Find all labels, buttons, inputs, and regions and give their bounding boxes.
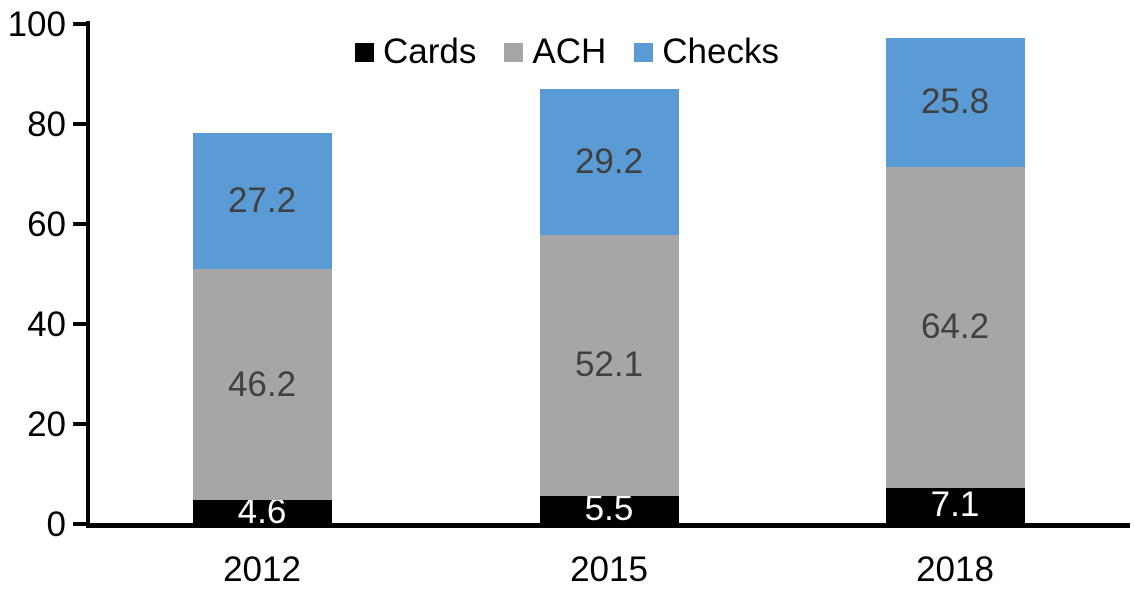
legend-swatch-cards-icon	[355, 42, 374, 62]
bar-segment-checks-2012: 27.2	[192, 133, 332, 269]
y-axis-tick	[73, 222, 86, 226]
x-axis-label-2012: 2012	[223, 550, 301, 589]
bar-label-ach-2015: 52.1	[574, 345, 644, 385]
y-axis-tick-label: 20	[27, 405, 66, 444]
bar-segment-checks-2018: 25.8	[885, 37, 1025, 167]
legend-swatch-checks-icon	[634, 42, 654, 62]
y-axis-tick	[73, 22, 86, 26]
bar-segment-ach-2012: 46.2	[192, 269, 332, 500]
bar-segment-cards-2012: 4.6	[192, 492, 332, 531]
bar-label-cards-2015: 5.5	[584, 489, 634, 529]
bar-label-checks-2015: 29.2	[574, 142, 644, 181]
y-axis-tick-label: 100	[7, 5, 66, 44]
bar-segment-cards-2018: 7.1	[885, 485, 1025, 524]
bar-label-checks-2018: 25.8	[920, 82, 990, 121]
y-axis-tick	[73, 122, 86, 126]
bar-label-ach-2018: 64.2	[920, 307, 990, 346]
legend-swatch-ach-icon	[504, 42, 524, 62]
legend-label-checks: Checks	[662, 32, 779, 71]
bar-segment-checks-2015: 29.2	[539, 89, 679, 235]
bar-segment-ach-2015: 52.1	[539, 235, 679, 496]
legend: Cards ACH Checks	[0, 30, 1134, 74]
bar-segment-cards-2015: 5.5	[539, 489, 679, 528]
y-axis-tick-label: 40	[27, 305, 66, 344]
y-axis-tick	[73, 322, 86, 326]
legend-item-checks: Checks	[634, 30, 779, 74]
y-axis-tick-label: 80	[27, 105, 66, 144]
y-axis-tick-label: 60	[27, 205, 66, 244]
bar-label-ach-2012: 46.2	[227, 364, 297, 404]
legend-item-cards: Cards	[355, 30, 476, 74]
y-axis-tick	[73, 422, 86, 426]
bar-segment-ach-2018: 64.2	[885, 166, 1025, 488]
x-axis-label-2015: 2015	[570, 550, 648, 589]
y-axis-tick	[73, 522, 86, 526]
bar-label-checks-2012: 27.2	[227, 181, 297, 220]
legend-item-ach: ACH	[504, 30, 606, 74]
x-axis-line	[86, 523, 1130, 528]
bar-label-cards-2018: 7.1	[930, 485, 980, 525]
y-axis-tick-label: 0	[46, 505, 66, 544]
y-axis-line	[86, 21, 90, 528]
legend-label-cards: Cards	[383, 32, 477, 71]
legend-label-ach: ACH	[532, 32, 607, 71]
x-axis-label-2018: 2018	[916, 550, 994, 589]
